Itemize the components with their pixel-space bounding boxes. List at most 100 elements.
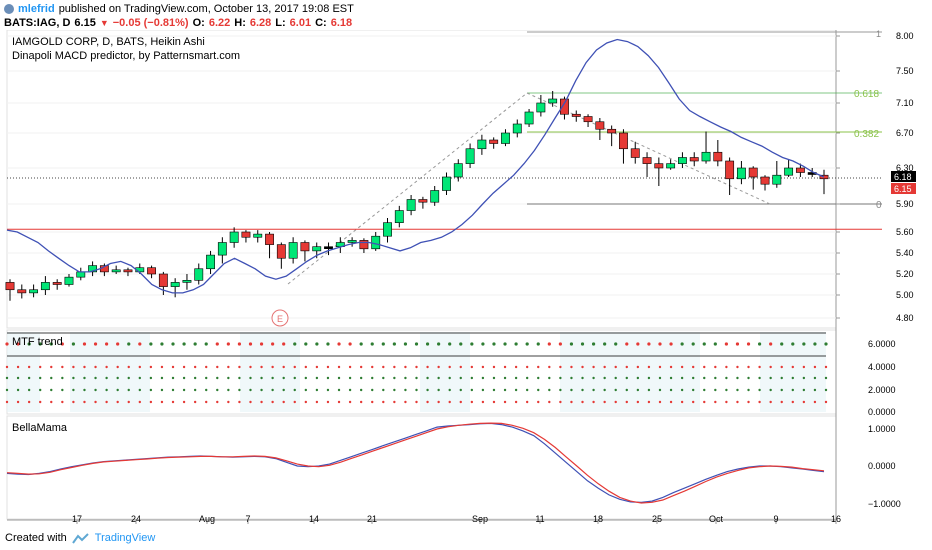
mtf-dot bbox=[326, 342, 330, 346]
mtf-dot bbox=[160, 365, 164, 369]
mtf-dot bbox=[94, 400, 97, 404]
user-avatar[interactable] bbox=[4, 3, 14, 14]
mtf-dot bbox=[204, 342, 208, 346]
mtf-dot bbox=[813, 388, 817, 392]
mtf-dot bbox=[249, 400, 252, 404]
mtf-dot bbox=[581, 400, 584, 404]
mtf-dot bbox=[16, 376, 20, 380]
mtf-dot bbox=[780, 365, 783, 369]
mtf-dot bbox=[747, 388, 750, 392]
tradingview-logo-icon bbox=[71, 532, 89, 544]
candle-body bbox=[347, 240, 357, 243]
mtf-dot bbox=[592, 388, 595, 392]
mtf-dot bbox=[5, 400, 9, 404]
bellamama-pane[interactable] bbox=[6, 415, 837, 520]
mtf-dot bbox=[592, 376, 595, 380]
candle-body bbox=[607, 128, 617, 134]
low-value: 6.01 bbox=[289, 16, 312, 29]
mtf-dot bbox=[658, 388, 662, 392]
mtf-dot bbox=[359, 388, 363, 392]
mtf-dot bbox=[160, 400, 164, 404]
mtf-dot bbox=[39, 365, 42, 369]
mtf-dot bbox=[492, 342, 496, 346]
mtf-dot bbox=[658, 400, 662, 404]
mtf-dot bbox=[680, 376, 684, 380]
mtf-dot bbox=[5, 388, 9, 392]
earnings-event-marker[interactable] bbox=[271, 309, 289, 327]
mtf-dot bbox=[271, 365, 274, 369]
bellamama-lines bbox=[6, 422, 825, 504]
chart-title: IAMGOLD CORP, D, BATS, Heikin Ashi bbox=[12, 36, 205, 48]
main-pane[interactable] bbox=[6, 30, 837, 329]
mtf-dot bbox=[647, 342, 651, 346]
mtf-dot bbox=[703, 376, 706, 380]
mtf-dot bbox=[802, 388, 806, 392]
mtf-dot bbox=[636, 400, 640, 404]
mtf-dot bbox=[205, 376, 208, 380]
mtf-dot bbox=[570, 400, 573, 404]
mtf-dot bbox=[437, 342, 441, 346]
mtf-dot bbox=[160, 388, 164, 392]
mtf-dot bbox=[393, 400, 396, 404]
mtf-dot bbox=[669, 342, 673, 346]
mtf-dot bbox=[260, 376, 263, 380]
mtf-dot bbox=[758, 376, 761, 380]
candle-body bbox=[760, 176, 770, 185]
mtf-dot bbox=[481, 400, 485, 404]
x-tick-label: 17 bbox=[72, 514, 82, 524]
mtf-dot bbox=[769, 376, 772, 380]
mtf-dot bbox=[293, 376, 296, 380]
mtf-dot bbox=[282, 376, 285, 380]
candle-body bbox=[713, 151, 723, 162]
mtf-dot bbox=[680, 388, 684, 392]
created-with-label: Created with bbox=[5, 532, 67, 544]
mtf-dot bbox=[348, 388, 352, 392]
symbol-quote-line: BATS:IAG, D 6.15 ▼ −0.05 (−0.81%) O: 6.22… bbox=[4, 16, 352, 29]
mtf-dot bbox=[16, 342, 20, 346]
mtf-dot bbox=[769, 342, 773, 346]
y-tick-label: 8.00 bbox=[896, 31, 914, 41]
mtf-dot bbox=[382, 388, 385, 392]
mtf-dot bbox=[525, 342, 529, 346]
symbol-label[interactable]: BATS:IAG, D bbox=[4, 16, 71, 29]
mtf-dot bbox=[304, 400, 308, 404]
candle-body bbox=[406, 199, 416, 211]
mtf-dot bbox=[370, 342, 374, 346]
mtf-dot bbox=[437, 376, 440, 380]
author-link[interactable]: mlefrid bbox=[18, 2, 55, 15]
mtf-dot bbox=[116, 376, 119, 380]
mtf-dot bbox=[127, 376, 130, 380]
mtf-dot bbox=[105, 342, 109, 346]
mtf-dot bbox=[315, 342, 319, 346]
chart-area[interactable]: 8.00 7.50 7.10 6.70 6.30 5.90 5.60 5.40 5.20 5.00… bbox=[0, 30, 932, 527]
bellamama-y-tick-label: 1.0000 bbox=[868, 424, 896, 434]
mtf-dot bbox=[415, 376, 418, 380]
candle-body bbox=[394, 210, 404, 223]
mtf-dot bbox=[271, 342, 275, 346]
mtf-dot bbox=[371, 400, 374, 404]
tradingview-brand-link[interactable]: TradingView bbox=[94, 532, 156, 544]
mtf-dot bbox=[503, 376, 507, 380]
mtf-dot bbox=[603, 365, 606, 369]
mtf-dot bbox=[459, 342, 463, 346]
mtf-dot bbox=[326, 376, 330, 380]
candle-body bbox=[678, 157, 687, 164]
candle-body bbox=[465, 148, 475, 164]
mtf-dot bbox=[27, 388, 31, 392]
mtf-dot bbox=[149, 365, 153, 369]
mtf-dot bbox=[669, 400, 673, 404]
y-tick-label: 5.00 bbox=[896, 290, 914, 300]
mtf-dot bbox=[149, 342, 153, 346]
mtf-y-tick-label: 0.0000 bbox=[868, 407, 896, 417]
mtf-dot bbox=[381, 342, 385, 346]
mtf-dot bbox=[625, 400, 628, 404]
mtf-dot bbox=[724, 342, 728, 346]
mtf-dot bbox=[625, 342, 629, 346]
event-marker-label: E bbox=[277, 314, 283, 324]
y-tick-label: 4.80 bbox=[896, 313, 914, 323]
mtf-dot bbox=[304, 388, 308, 392]
candle-body bbox=[182, 280, 192, 283]
mtf-dot bbox=[525, 388, 529, 392]
candle-body bbox=[359, 240, 369, 250]
mtf-shade-band bbox=[70, 332, 150, 412]
